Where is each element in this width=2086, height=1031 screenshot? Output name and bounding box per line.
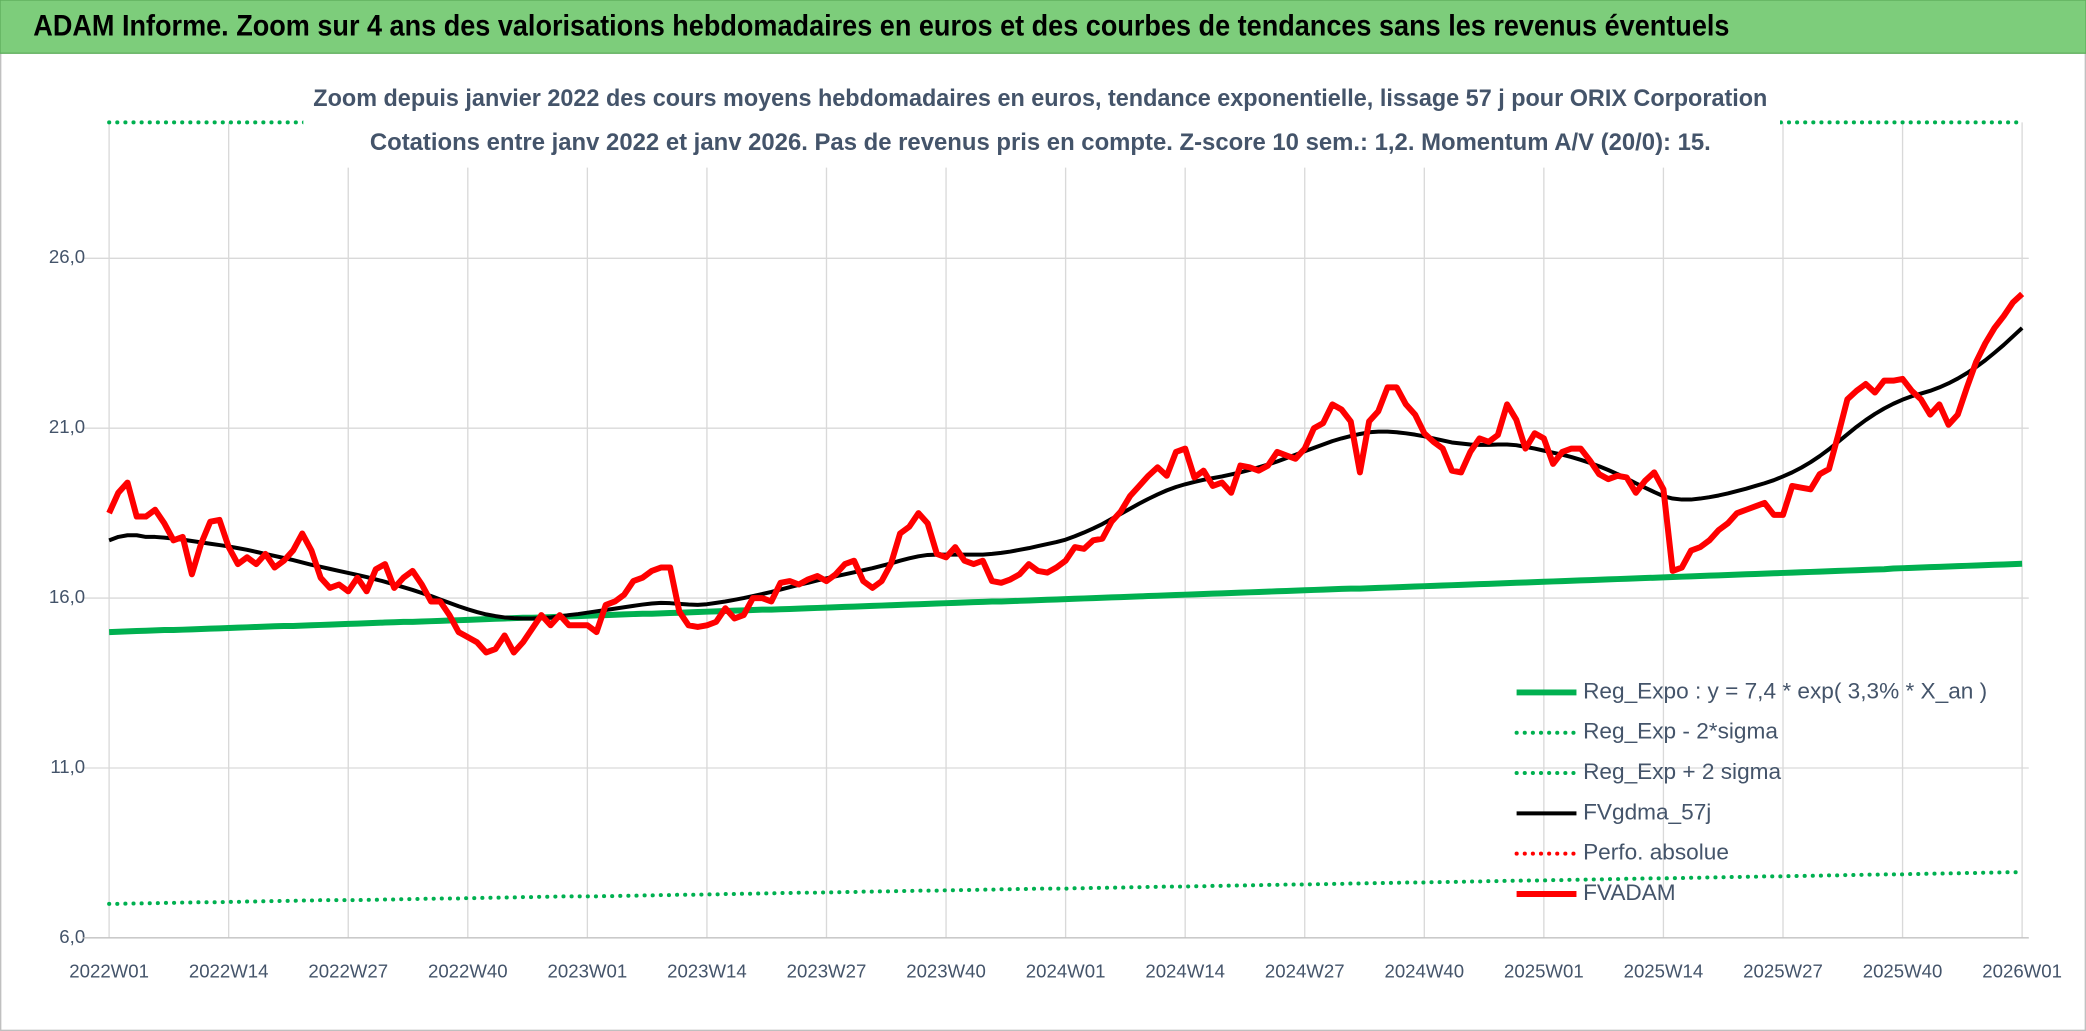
- x-tick-label: 2022W40: [428, 960, 508, 981]
- legend-label: Perfo. absolue: [1583, 840, 1729, 865]
- y-tick-label: 11,0: [50, 756, 85, 777]
- y-tick-label: 26,0: [49, 246, 85, 267]
- title-box: [303, 74, 1780, 168]
- axes: 6,0 11,0 16,0 21,0 26,0 2022W01 2022W14 2022W27…: [49, 246, 2062, 981]
- x-tick-label: 2025W27: [1743, 960, 1823, 981]
- y-tick-label: 16,0: [49, 586, 85, 607]
- y-tick-label: 21,0: [49, 416, 85, 437]
- grid: [82, 122, 2029, 939]
- legend-label: FVgdma_57j: [1583, 799, 1711, 824]
- header-band: [0, 0, 2086, 54]
- x-tick-label: 2023W40: [906, 960, 986, 981]
- page-title: ADAM Informe. Zoom sur 4 ans des valoris…: [33, 11, 1729, 43]
- x-tick-label: 2024W01: [1026, 960, 1106, 981]
- chart-subtitle: Cotations entre janv 2022 et janv 2026. …: [370, 129, 1711, 156]
- x-tick-label: 2024W14: [1145, 960, 1225, 981]
- x-tick-label: 2024W40: [1384, 960, 1464, 981]
- x-tick-label: 2025W14: [1624, 960, 1704, 981]
- y-tick-label: 6,0: [59, 926, 85, 947]
- plot: [106, 120, 2025, 906]
- legend: Reg_Expo : y = 7,4 * exp( 3,3% * X_an ) R…: [1514, 678, 1987, 905]
- x-tick-label: 2023W14: [667, 960, 747, 981]
- series-line: [106, 291, 2025, 656]
- x-tick-label: 2025W01: [1504, 960, 1584, 981]
- series-line: [109, 560, 2023, 636]
- x-tick-label: 2022W01: [69, 960, 149, 981]
- series-line: [107, 870, 2025, 906]
- legend-label: Reg_Exp - 2*sigma: [1583, 719, 1778, 744]
- x-tick-label: 2025W40: [1863, 960, 1943, 981]
- legend-label: FVADAM: [1583, 880, 1676, 905]
- x-tick-label: 2022W14: [189, 960, 269, 981]
- chart-title: Zoom depuis janvier 2022 des cours moyen…: [313, 85, 1767, 112]
- x-tick-label: 2023W27: [787, 960, 867, 981]
- x-tick-label: 2024W27: [1265, 960, 1345, 981]
- x-tick-label: 2022W27: [308, 960, 388, 981]
- x-tick-label: 2023W01: [548, 960, 628, 981]
- legend-label: Reg_Expo : y = 7,4 * exp( 3,3% * X_an ): [1583, 678, 1987, 703]
- legend-label: Reg_Exp + 2 sigma: [1583, 759, 1781, 784]
- x-tick-label: 2026W01: [1982, 960, 2062, 981]
